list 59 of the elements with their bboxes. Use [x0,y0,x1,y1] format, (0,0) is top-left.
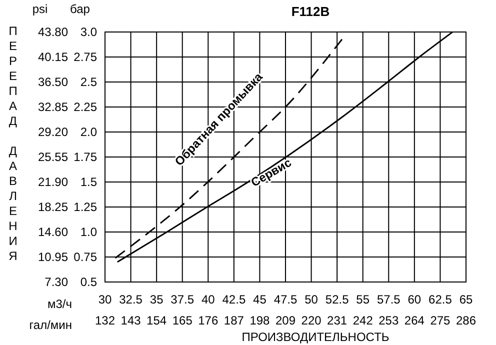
y-tick-label: 2.0 [80,124,98,139]
x2-tick-label: 220 [301,314,322,328]
y2-tick-label: 7.30 [44,274,68,289]
x-axis-title: ПРОИЗВОДИТЕЛЬНОСТЬ [242,330,390,344]
y2-tick-label: 40.15 [38,50,68,64]
y-tick-label: 3.0 [80,24,98,39]
y2-tick-label: 21.90 [38,174,68,189]
text: гал/мин [29,318,72,332]
x2-tick-label: 209 [275,314,296,328]
x-tick-label: 55 [356,292,370,307]
y2-tick-label: 10.95 [38,250,68,264]
x2-tick-label: 176 [198,314,218,328]
x2-tick-label: 242 [352,314,374,328]
x-tick-label: 57.5 [376,292,401,307]
y-tick-label: 1.75 [74,150,98,164]
y-tick-label: 1.5 [80,174,98,189]
y-tick-label: 0.75 [74,250,98,264]
x2-tick-label: 264 [404,314,425,328]
y-tick-label: 2.25 [74,100,98,114]
y2-tick-label: 43.80 [38,24,68,39]
x-tick-label: 60 [408,292,422,307]
x-tick-label: 42.5 [222,292,246,307]
x2-tick-label: 143 [120,314,142,328]
x-tick-label: 35 [150,292,164,307]
x-tick-label: 52.5 [325,292,350,307]
text: бар [70,2,90,16]
y2-tick-label: 29.20 [38,124,68,139]
x-tick-label: 45 [253,292,267,307]
y2-tick-label: 18.25 [38,200,68,214]
y2-tick-label: 14.60 [38,224,68,239]
x-tick-label: 65 [459,292,473,307]
y2-tick-label: 36.50 [38,74,68,89]
x-tick-label: 37.5 [170,292,194,307]
x-tick-label: 62.5 [428,292,452,307]
x2-tick-label: 253 [378,314,399,328]
x2-tick-label: 286 [456,314,476,328]
x2-tick-label: 132 [94,314,116,328]
y-tick-label: 1.25 [74,200,98,214]
x2-tick-label: 198 [250,314,270,328]
text: м3/ч [47,297,72,311]
x-tick-label: 47.5 [274,292,298,307]
y-tick-label: 2.75 [74,50,98,64]
y2-tick-label: 25.55 [38,150,68,164]
x2-tick-label: 165 [172,314,193,328]
text: psi [32,2,48,16]
x-tick-label: 40 [201,292,216,307]
x-tick-label: 32.5 [119,292,143,307]
chart-title: F112B [291,4,330,19]
y-tick-label: 1.0 [80,224,98,239]
x-tick-label: 30 [98,292,112,307]
x2-tick-label: 231 [327,314,348,328]
x2-tick-label: 275 [430,314,451,328]
y2-tick-label: 32.85 [38,100,68,114]
text: ПЕРЕПАД ДАВЛЕНИЯ [8,24,18,263]
x2-tick-label: 187 [224,314,244,328]
y-tick-label: 0.5 [80,274,98,289]
x2-tick-label: 154 [146,314,167,328]
y-tick-label: 2.5 [80,74,98,89]
x-tick-label: 50 [304,292,318,307]
